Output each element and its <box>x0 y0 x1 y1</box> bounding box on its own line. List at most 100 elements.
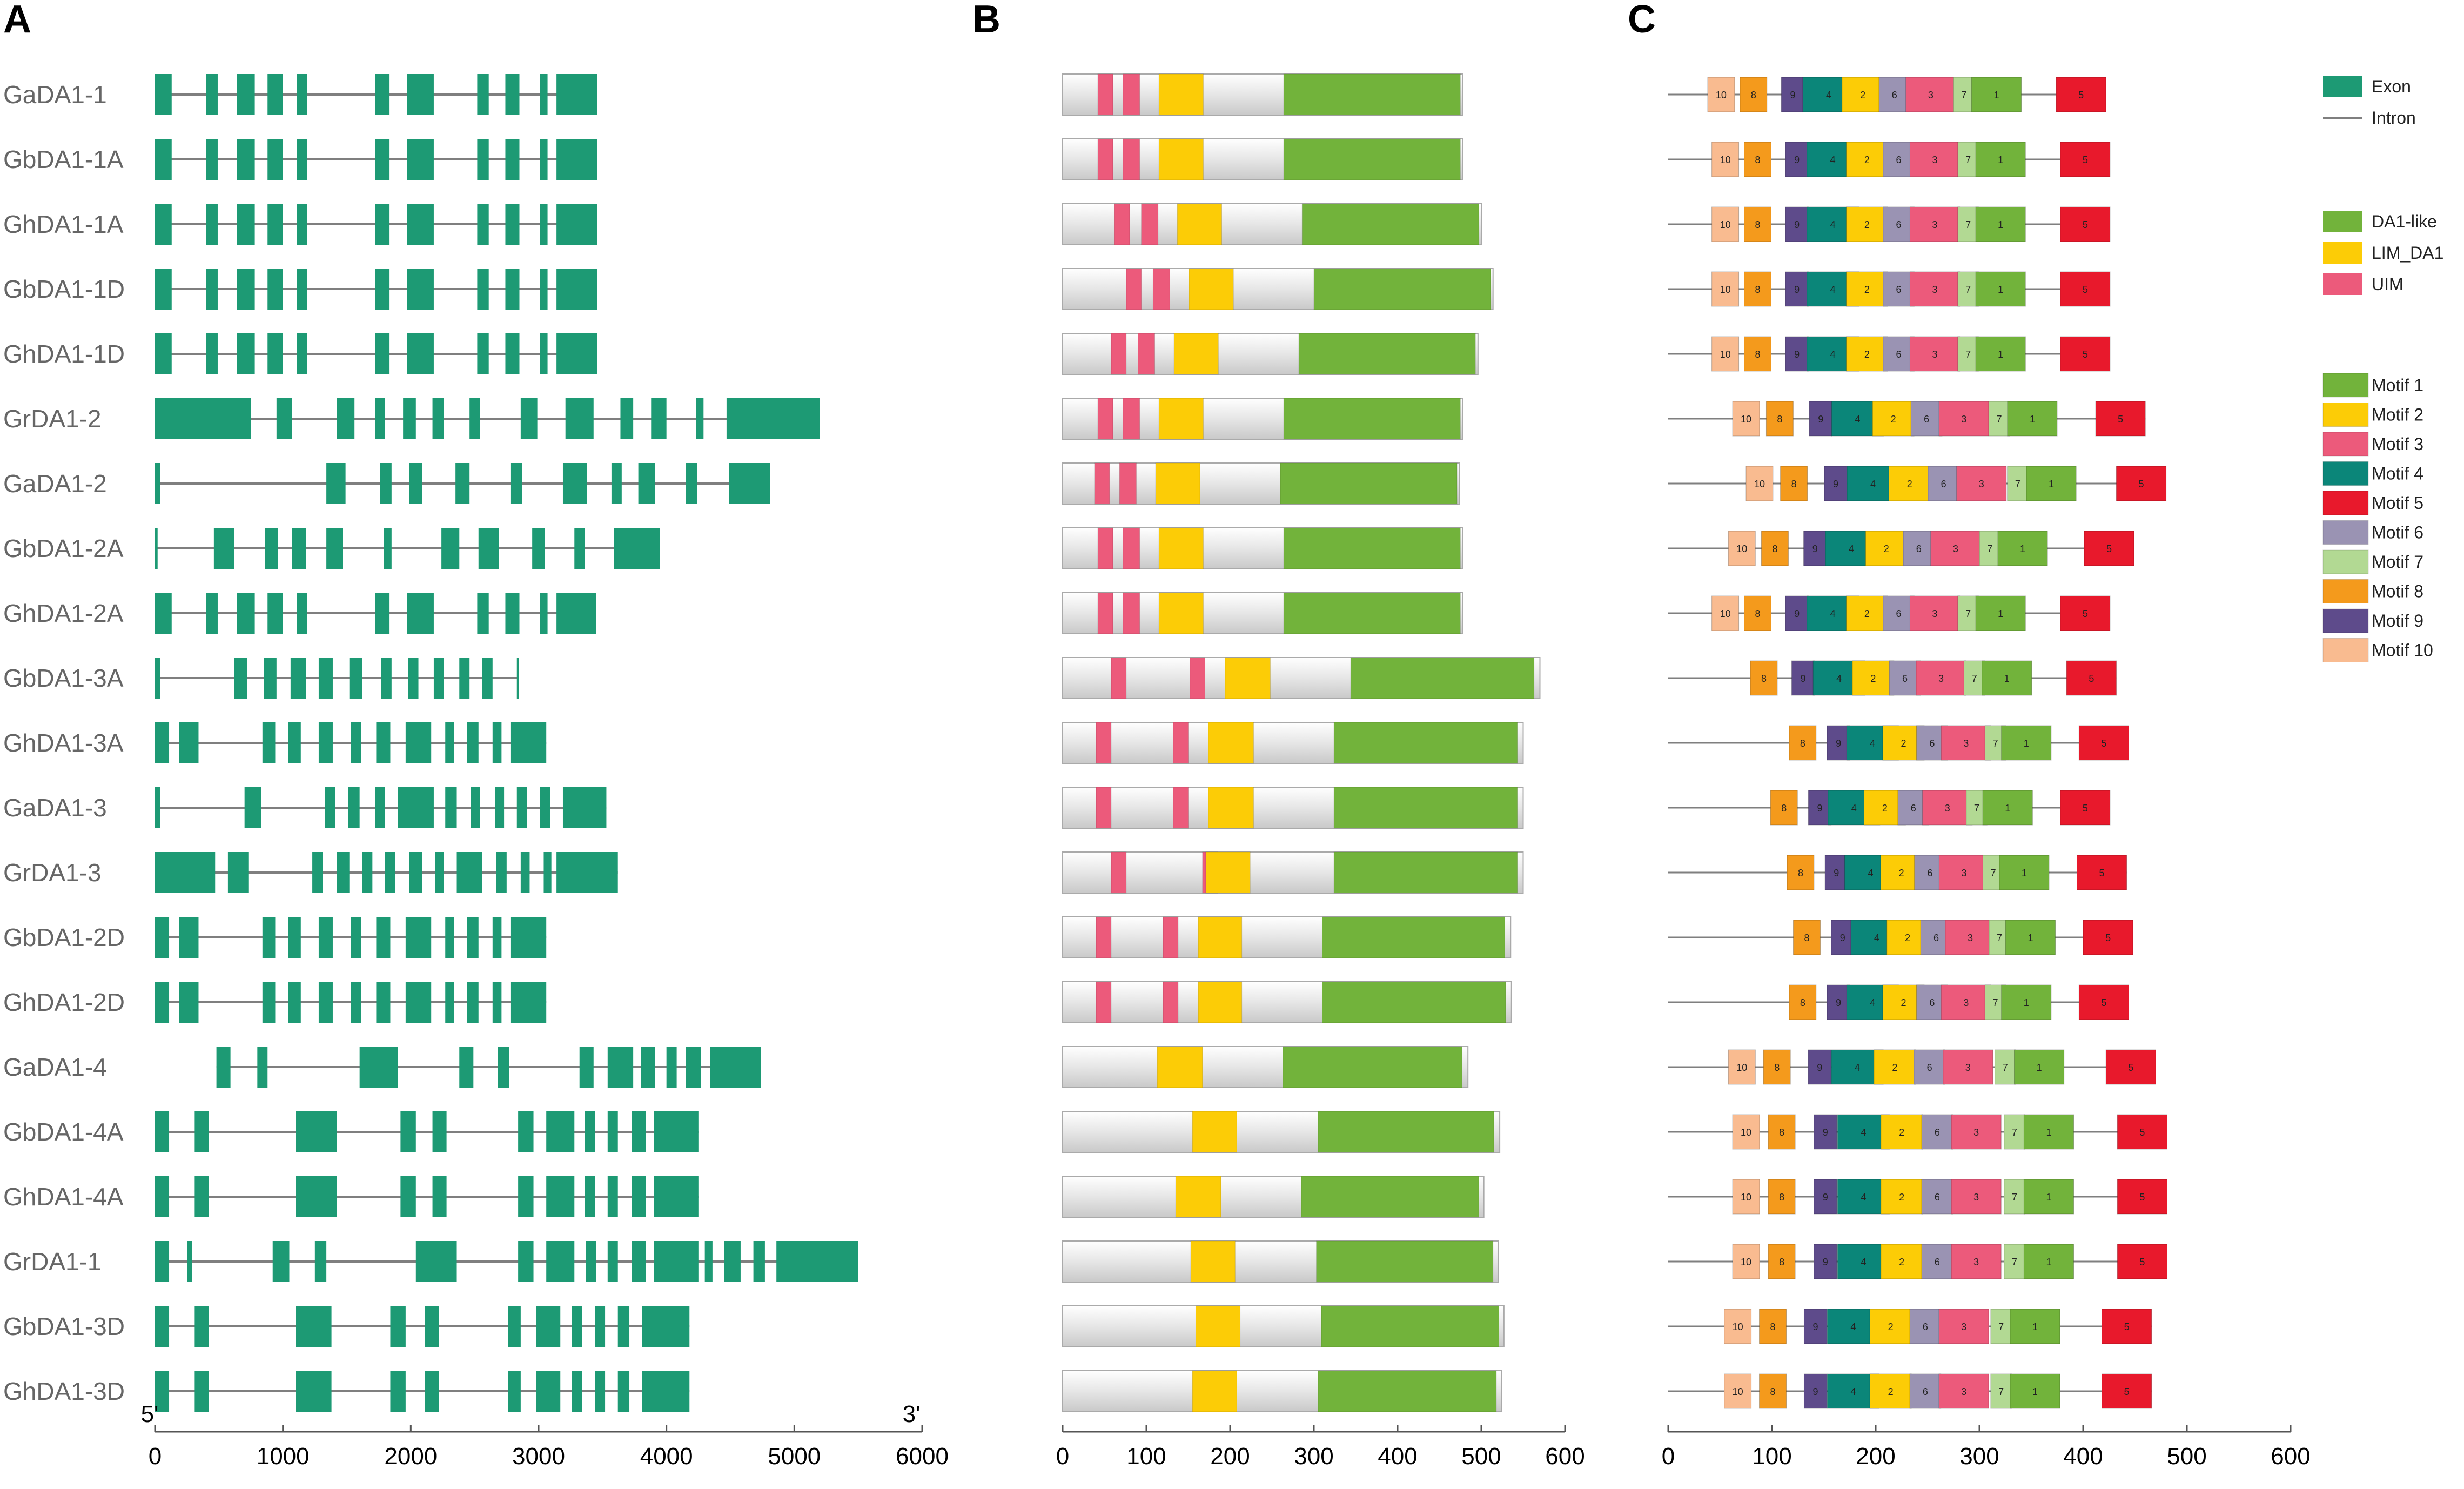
gene-row: GbDA1-3A <box>3 658 519 699</box>
tick-label: 500 <box>1461 1443 1501 1470</box>
motif-number: 3 <box>1963 738 1969 749</box>
motif-number: 1 <box>1998 349 2003 360</box>
exon-block <box>638 463 655 504</box>
exon-block <box>607 1241 618 1282</box>
motif-1-block <box>2001 725 2052 761</box>
lim-da1-domain <box>1208 722 1254 764</box>
exon-block <box>325 787 335 828</box>
motif-number: 6 <box>1927 1062 1932 1073</box>
uim-domain <box>1096 981 1112 1023</box>
exon-block <box>390 1371 406 1412</box>
exon-block <box>375 333 390 374</box>
motif-1-legend-label: Motif 1 <box>2372 375 2423 395</box>
motif-number: 9 <box>1794 349 1800 360</box>
motif-row: 10 8 9 4 2 6 3 7 1 5 <box>1668 1373 2152 1409</box>
motif-5-legend-swatch <box>2322 491 2369 515</box>
motif-number: 2 <box>1864 155 1870 165</box>
protein-row <box>1062 981 1512 1023</box>
motif-number: 4 <box>1830 155 1836 165</box>
exon-block <box>194 1371 209 1412</box>
motif-3-block <box>1938 1373 1989 1409</box>
motif-7-block <box>1979 531 2001 566</box>
uim-domain <box>1097 398 1113 440</box>
motif-number: 4 <box>1870 997 1875 1008</box>
exon-block <box>155 269 172 310</box>
da1-like-domain <box>1283 1046 1462 1088</box>
motif-5-block <box>2078 984 2129 1020</box>
motif-number: 4 <box>1851 803 1857 814</box>
gene-label: GhDA1-4A <box>3 1183 124 1211</box>
motif-5-block <box>2117 1114 2168 1150</box>
motif-number: 2 <box>1901 997 1906 1008</box>
exon-block <box>267 74 283 115</box>
motif-3-legend-label: Motif 3 <box>2372 434 2423 454</box>
exon-block <box>518 1241 534 1282</box>
gene-label: GrDA1-2 <box>3 405 101 433</box>
motif-number: 7 <box>1965 284 1971 295</box>
motif-2-block <box>1842 77 1884 112</box>
exon-block <box>337 398 355 439</box>
motif-row: 8 9 4 2 6 3 7 1 5 <box>1668 855 2127 890</box>
lim-da1-domain <box>1157 1046 1203 1088</box>
motif-number: 2 <box>1860 90 1865 100</box>
uim-domain <box>1123 527 1140 569</box>
motif-3-legend-swatch <box>2322 432 2369 457</box>
motif-2-block <box>1869 1309 1912 1344</box>
lim-da1-domain <box>1158 138 1204 180</box>
exon-block <box>155 1176 170 1217</box>
motif-number: 1 <box>1998 284 2003 295</box>
motif-number: 3 <box>1961 1386 1966 1397</box>
protein-row <box>1062 1240 1499 1283</box>
motif-number: 5 <box>2124 1322 2130 1332</box>
protein-row <box>1062 657 1541 699</box>
gene-label: GaDA1-1 <box>3 81 107 109</box>
motif-10-block <box>1711 206 1740 242</box>
motif-number: 1 <box>2030 414 2035 425</box>
tick-label: 0 <box>1662 1443 1675 1470</box>
exon-block <box>607 1111 618 1152</box>
motif-number: 6 <box>1941 479 1946 489</box>
exon-block <box>318 658 333 699</box>
motif-number: 2 <box>1864 608 1870 619</box>
motif-number: 4 <box>1836 673 1842 684</box>
exon-block <box>510 463 522 504</box>
gene-row: GbDA1-1D <box>3 269 597 310</box>
motif-7-block <box>1953 77 1975 112</box>
motif-7-block <box>1957 206 1979 242</box>
exon-block <box>510 722 547 763</box>
motif-3-block <box>1922 790 1973 826</box>
exon-block <box>445 722 454 763</box>
exon-block <box>686 1047 701 1088</box>
lim-da1-domain <box>1192 1111 1237 1153</box>
da1-like-domain <box>1322 981 1506 1023</box>
motif-2-block <box>1845 206 1888 242</box>
motif-number: 9 <box>1833 479 1838 489</box>
motif-3-block <box>1951 1114 2002 1150</box>
exon-block <box>375 74 390 115</box>
motif-5-block <box>2105 1049 2156 1085</box>
motif-10-block <box>1711 142 1740 177</box>
motif-6-block <box>1921 1244 1953 1279</box>
motif-3-block <box>1930 531 1981 566</box>
motif-number: 9 <box>1823 1192 1828 1203</box>
motif-number: 3 <box>1932 155 1938 165</box>
exon-block <box>518 1176 534 1217</box>
exon-block <box>654 1111 699 1152</box>
motif-9-block <box>1824 466 1848 501</box>
motif-number: 10 <box>1741 1192 1751 1203</box>
protein-row <box>1062 592 1463 634</box>
motif-row: 10 8 9 4 2 6 3 7 1 5 <box>1668 271 2111 307</box>
lim-da1-domain <box>1158 398 1204 440</box>
exon-block <box>155 1371 170 1412</box>
exon-block <box>403 398 416 439</box>
exon-block <box>540 139 548 180</box>
motif-9-block <box>1808 790 1832 826</box>
motif-3-block <box>1951 1244 2002 1279</box>
motif-number: 7 <box>2015 479 2020 489</box>
exon-block <box>562 463 587 504</box>
motif-row: 10 8 9 4 2 6 3 7 1 5 <box>1668 142 2111 177</box>
uim-domain <box>1152 268 1170 310</box>
motif-number: 4 <box>1830 219 1836 230</box>
exon-block <box>351 722 361 763</box>
